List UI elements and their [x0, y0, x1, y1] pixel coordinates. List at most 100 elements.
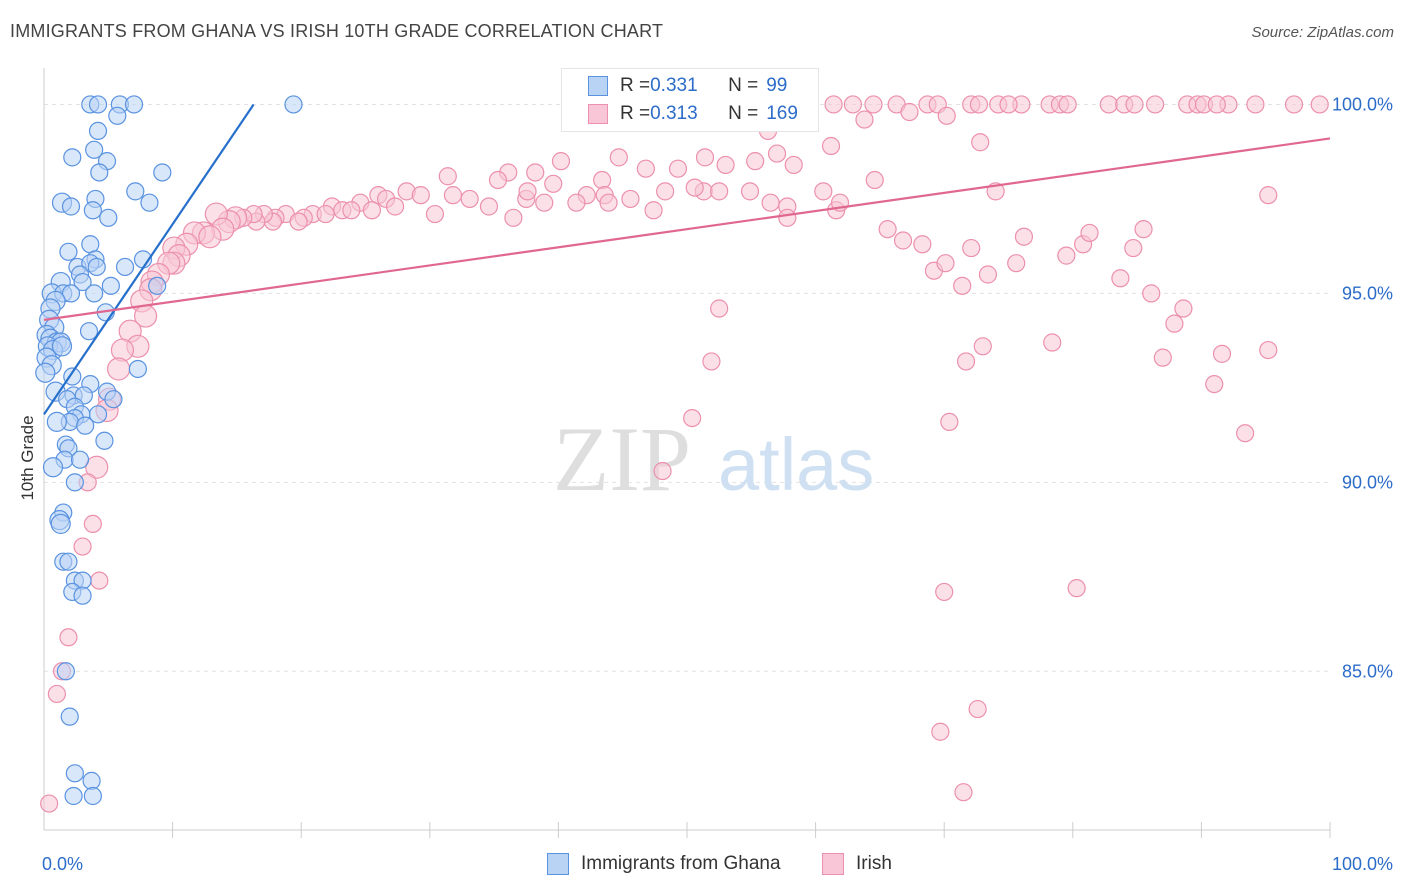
ghana-point-74	[65, 473, 84, 492]
irish-point-151	[1236, 424, 1255, 443]
irish-point-153	[956, 352, 976, 371]
ghana-point-88	[64, 786, 83, 806]
y-tick-label-100: 100.0%	[1332, 94, 1393, 114]
x-tick-labels: 0.0% 100.0%	[42, 854, 1393, 874]
irish-point-33	[767, 144, 787, 163]
ghana-point-14	[140, 193, 159, 212]
ghana-point-10	[90, 163, 109, 182]
irish-r-label: R =	[620, 103, 651, 124]
ghana-point-19	[81, 235, 100, 254]
bottom-legend-ghana[interactable]: Immigrants from Ghana	[547, 852, 781, 876]
irish-point-139	[1057, 246, 1076, 265]
irish-trendline	[43, 137, 1331, 321]
irish-point-133	[936, 254, 955, 273]
irish-point-147	[1165, 314, 1184, 333]
irish-point-81	[342, 201, 361, 220]
ghana-point-16	[61, 197, 81, 216]
irish-point-150	[1205, 374, 1224, 394]
ghana-r-label: R =	[620, 75, 651, 96]
irish-point-138	[1014, 227, 1034, 246]
irish-point-136	[978, 265, 998, 284]
irish-point-8	[969, 95, 989, 114]
irish-point-49	[488, 170, 508, 190]
irish-point-24	[1310, 95, 1329, 114]
ghana-point-41	[79, 322, 99, 341]
irish-n-value: 169	[766, 103, 798, 124]
irish-point-152	[1259, 340, 1278, 360]
irish-point-28	[900, 102, 919, 122]
irish-point-162	[1067, 579, 1086, 598]
irish-point-119	[73, 537, 92, 556]
irish-point-62	[518, 182, 537, 201]
ghana-n-label: N =	[728, 75, 759, 96]
ghana-point-84	[56, 662, 75, 681]
ghana-point-11	[153, 163, 172, 182]
irish-point-160	[683, 409, 702, 428]
irish-point-164	[968, 699, 987, 719]
irish-point-22	[1246, 95, 1265, 114]
irish-point-137	[1007, 254, 1026, 273]
irish-point-135	[962, 238, 981, 258]
irish-point-42	[1259, 186, 1278, 205]
x-tick-label-max: 100.0%	[1332, 854, 1393, 874]
ghana-point-8	[63, 148, 82, 167]
irish-point-131	[913, 235, 932, 254]
ghana-point-79	[59, 552, 78, 571]
irish-point-47	[668, 159, 688, 178]
irish-point-38	[746, 152, 765, 171]
irish-point-29	[937, 106, 956, 125]
irish-point-157	[710, 299, 729, 318]
irish-point-77	[599, 193, 618, 212]
irish-point-73	[425, 204, 445, 224]
irish-point-32	[821, 136, 841, 156]
irish-point-1	[824, 95, 843, 114]
irish-point-124	[40, 794, 59, 813]
irish-point-34	[695, 148, 715, 167]
irish-point-120	[90, 571, 109, 590]
axes	[43, 68, 1331, 838]
legend-row-ghana: R = 0.331 N = 99	[588, 74, 787, 98]
irish-point-121	[59, 628, 78, 647]
irish-point-123	[47, 684, 66, 704]
ghana-point-7	[85, 140, 104, 159]
irish-point-50	[544, 174, 563, 193]
irish-point-26	[1207, 95, 1226, 114]
irish-point-55	[621, 189, 640, 209]
ghana-point-60	[104, 390, 123, 409]
irish-point-155	[973, 337, 992, 356]
irish-point-86	[289, 212, 308, 231]
irish-point-14	[1099, 95, 1118, 114]
irish-point-163	[931, 722, 950, 741]
legend-box: R = 0.331 N = 99 R = 0.313 N = 169	[561, 68, 819, 132]
ghana-point-20	[59, 242, 78, 261]
irish-point-113	[106, 357, 131, 381]
ghana-point-48	[51, 336, 73, 357]
bottom-legend-irish[interactable]: Irish	[822, 852, 892, 876]
irish-point-125	[761, 193, 780, 212]
irish-point-159	[653, 461, 672, 481]
irish-point-134	[953, 276, 972, 295]
irish-point-39	[784, 155, 803, 175]
irish-point-126	[778, 208, 797, 227]
ghana-point-67	[76, 416, 95, 435]
ghana-trendline	[43, 103, 255, 415]
irish-point-156	[940, 412, 959, 431]
ghana-point-52	[128, 359, 147, 379]
irish-point-141	[1080, 223, 1099, 243]
ghana-swatch	[588, 76, 608, 96]
irish-point-127	[814, 182, 833, 201]
ghana-point-1	[88, 95, 108, 114]
ghana-point-83	[73, 586, 92, 605]
y-tick-labels: 85.0% 90.0% 95.0% 100.0%	[1332, 94, 1393, 681]
source-attribution: Source: ZipAtlas.com	[1251, 24, 1394, 41]
ghana-point-26	[87, 257, 106, 277]
ghana-point-85	[60, 707, 79, 726]
irish-point-145	[1142, 284, 1161, 303]
irish-point-78	[644, 201, 663, 220]
irish-point-143	[1124, 238, 1143, 258]
ghana-point-87	[82, 771, 101, 790]
irish-point-3	[864, 95, 883, 114]
irish-legend-label: Irish	[856, 853, 892, 874]
ghana-point-3	[124, 95, 144, 114]
irish-point-112	[110, 338, 135, 362]
